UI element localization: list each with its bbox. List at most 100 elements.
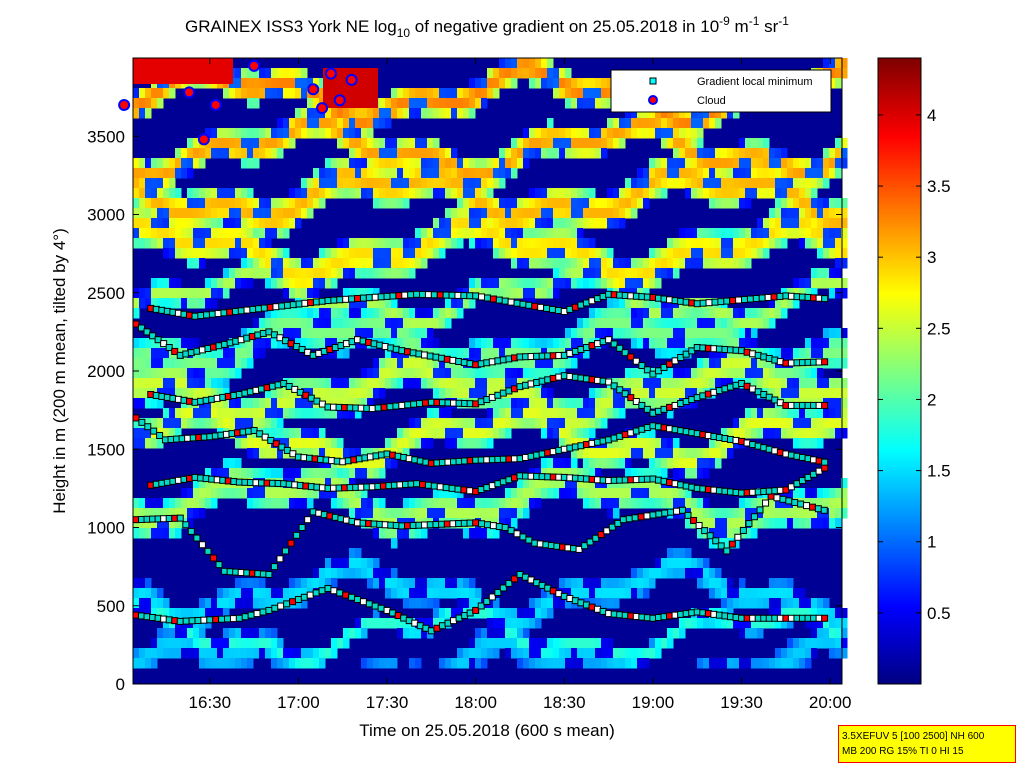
heatmap-cell — [367, 318, 374, 329]
heatmap-cell — [649, 488, 656, 499]
heatmap-cell — [505, 408, 512, 419]
heatmap-cell — [655, 558, 662, 569]
heatmap-cell — [745, 238, 752, 249]
heatmap-cell — [523, 158, 530, 169]
heatmap-cell — [613, 438, 620, 449]
heatmap-cell — [229, 468, 236, 479]
heatmap-cell — [829, 198, 836, 209]
heatmap-cell — [691, 248, 698, 259]
heatmap-cell — [157, 168, 164, 179]
heatmap-cell — [583, 418, 590, 429]
heatmap-cell — [523, 488, 530, 499]
heatmap-cell — [775, 618, 782, 629]
heatmap-cell — [469, 338, 476, 349]
heatmap-cell — [211, 488, 218, 499]
heatmap-cell — [289, 408, 296, 419]
heatmap-cell — [487, 528, 494, 539]
heatmap-cell — [715, 198, 722, 209]
heatmap-cell — [475, 188, 482, 199]
heatmap-cell — [217, 588, 224, 599]
heatmap-cell — [229, 228, 236, 239]
gradient-min-marker — [531, 302, 539, 310]
heatmap-cell — [793, 298, 800, 309]
heatmap-cell — [559, 428, 566, 439]
heatmap-cell — [265, 238, 272, 249]
gradient-min-marker — [712, 537, 720, 545]
heatmap-cell — [643, 288, 650, 299]
heatmap-cell — [301, 318, 308, 329]
heatmap-cell — [781, 508, 788, 519]
heatmap-cell — [379, 528, 386, 539]
heatmap-cell — [703, 188, 710, 199]
heatmap-cell — [409, 188, 416, 199]
heatmap-cell — [187, 238, 194, 249]
heatmap-cell — [619, 448, 626, 459]
heatmap-cell — [433, 618, 440, 629]
heatmap-cell — [613, 658, 620, 669]
heatmap-cell — [157, 628, 164, 639]
heatmap-cell — [769, 148, 776, 159]
heatmap-cell — [709, 328, 716, 339]
heatmap-cell — [427, 498, 434, 509]
heatmap-cell — [199, 628, 206, 639]
heatmap-cell — [697, 578, 704, 589]
heatmap-cell — [643, 338, 650, 349]
heatmap-cell — [583, 88, 590, 99]
heatmap-cell — [487, 198, 494, 209]
heatmap-cell — [739, 138, 746, 149]
heatmap-cell — [175, 358, 182, 369]
heatmap-cell — [235, 268, 242, 279]
heatmap-cell — [841, 58, 848, 69]
heatmap-cell — [583, 658, 590, 669]
heatmap-cell — [211, 148, 218, 159]
heatmap-cell — [289, 258, 296, 269]
heatmap-cell — [241, 78, 248, 89]
heatmap-cell — [133, 88, 140, 99]
heatmap-cell — [337, 188, 344, 199]
heatmap-cell — [439, 378, 446, 389]
heatmap-cell — [397, 138, 404, 149]
gradient-min-marker — [255, 305, 263, 313]
heatmap-cell — [187, 298, 194, 309]
heatmap-cell — [505, 338, 512, 349]
heatmap-cell — [169, 368, 176, 379]
gradient-min-marker — [197, 312, 205, 320]
heatmap-cell — [139, 238, 146, 249]
heatmap-cell — [163, 518, 170, 529]
heatmap-cell — [619, 588, 626, 599]
heatmap-cell — [373, 468, 380, 479]
heatmap-cell — [607, 318, 614, 329]
heatmap-cell — [403, 138, 410, 149]
heatmap-cell — [223, 128, 230, 139]
heatmap-cell — [451, 88, 458, 99]
heatmap-cell — [835, 78, 842, 89]
heatmap-cell — [715, 368, 722, 379]
heatmap-cell — [205, 148, 212, 159]
heatmap-cell — [379, 458, 386, 469]
heatmap-cell — [139, 178, 146, 189]
gradient-min-marker — [132, 414, 140, 422]
heatmap-cell — [427, 228, 434, 239]
gradient-min-marker — [501, 297, 509, 305]
heatmap-cell — [331, 178, 338, 189]
heatmap-cell — [769, 578, 776, 589]
heatmap-cell — [343, 378, 350, 389]
heatmap-cell — [403, 88, 410, 99]
heatmap-cell — [649, 448, 656, 459]
heatmap-cell — [397, 258, 404, 269]
heatmap-cell — [277, 248, 284, 259]
heatmap-cell — [607, 98, 614, 109]
gradient-min-marker — [543, 304, 551, 312]
heatmap-cell — [163, 358, 170, 369]
heatmap-cell — [649, 188, 656, 199]
heatmap-cell — [319, 428, 326, 439]
heatmap-cell — [259, 78, 266, 89]
heatmap-cell — [841, 158, 848, 169]
heatmap-cell — [349, 388, 356, 399]
gradient-min-marker — [488, 593, 496, 601]
heatmap-cell — [625, 258, 632, 269]
heatmap-cell — [301, 268, 308, 279]
heatmap-cell — [361, 318, 368, 329]
heatmap-cell — [697, 168, 704, 179]
heatmap-cell — [295, 258, 302, 269]
